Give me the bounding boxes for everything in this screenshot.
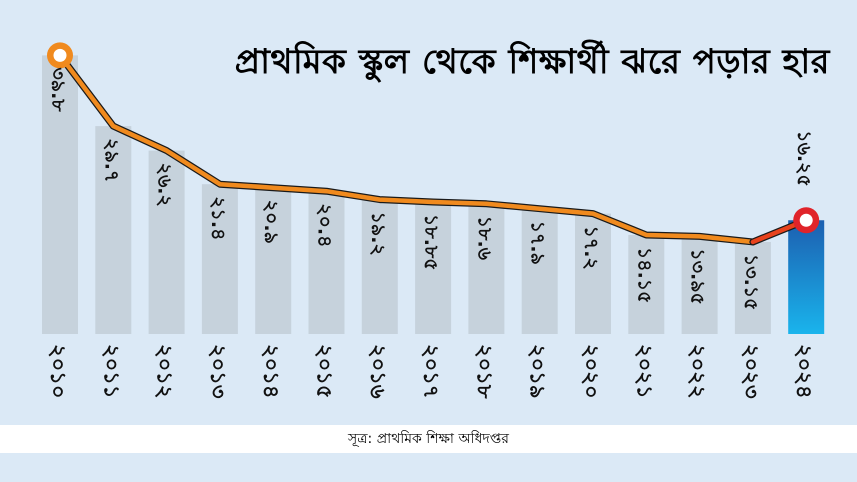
year-tick-label: ২০১৭ [419,344,443,399]
value-label: ১৭.৯ [527,221,549,265]
year-tick-label: ২০১৪ [259,344,283,399]
chart-title: প্রাথমিক স্কুল থেকে শিক্ষার্থী ঝরে পড়ার… [234,42,830,82]
year-tick-label: ২০২১ [632,344,656,399]
bar-highlight [788,220,825,334]
year-tick-label: ২০১৫ [313,344,337,399]
year-tick-label: ২০১৯ [526,344,550,399]
value-label: ৩৯.৮ [47,67,69,112]
value-label: ২০.৪ [314,203,336,247]
value-label: ১৩.১৫ [740,254,762,311]
year-tick-label: ২০১৬ [366,344,390,399]
bar [415,202,452,334]
year-tick-label: ২০২৪ [792,344,816,399]
year-tick-label: ২০১২ [153,344,177,399]
value-label: ২০.৯ [260,200,282,244]
line-series [57,53,756,245]
source-text: সূত্র: প্রাথমিক শিক্ষা অধিদপ্তর [348,431,509,447]
bar [468,203,505,334]
year-tick-label: ২০২৩ [739,344,763,399]
bar [361,199,398,334]
value-label: ২১.৪ [207,196,229,240]
bottom-band [0,453,857,482]
year-tick-label: ২০১০ [46,344,70,399]
value-label: ১৯.২ [367,212,389,256]
bar [681,236,718,334]
bar [521,208,558,334]
value-label: ১৬.২৫ [793,130,815,187]
bar [734,241,771,334]
year-tick-label: ২০১৮ [472,344,496,399]
source-bar: সূত্র: প্রাথমিক শিক্ষা অধিদপ্তর [0,425,857,453]
value-label: ১৪.১৫ [633,247,655,304]
last-point-marker [799,213,813,227]
bars-layer [42,55,825,335]
bar [148,150,185,334]
year-tick-label: ২০১৩ [206,344,230,399]
bar [575,213,611,334]
bar-line-chart: ৩৯.৮ ২৯.৭ ২৬.২ ২১.৪ ২০.৯ ২০.৪ ১৯.২ ১৮.৮৫ ১৮.৬ ১৭.… [42,42,825,399]
first-point-marker [53,48,67,62]
year-tick-label: ২০২২ [686,344,710,399]
bar [308,191,345,334]
line-layer [47,42,820,246]
year-tick-label: ২০১১ [99,344,123,399]
value-label: ২৯.৭ [100,138,122,182]
value-label: ১৭.২ [580,226,602,270]
bar [95,126,132,334]
value-labels-layer: ৩৯.৮ ২৯.৭ ২৬.২ ২১.৪ ২০.৯ ২০.৪ ১৯.২ ১৮.৮৫ ১৮.৬ ১৭.… [47,67,815,310]
year-tick-label: ২০২০ [579,344,603,399]
value-label: ১৮.৬ [473,216,495,261]
bar [42,55,78,335]
bar [255,187,292,334]
bar [628,234,665,334]
year-labels-layer: ২০১০ ২০১১ ২০১২ ২০১৩ ২০১৪ ২০১৫ ২০১৬ ২০১৭ ২০১৮ ২০১৯… [46,344,816,399]
value-label: ১৮.৮৫ [420,214,442,271]
value-label: ১৩.৯৫ [687,248,709,305]
bar [201,184,238,334]
value-label: ২৬.২ [154,163,176,207]
